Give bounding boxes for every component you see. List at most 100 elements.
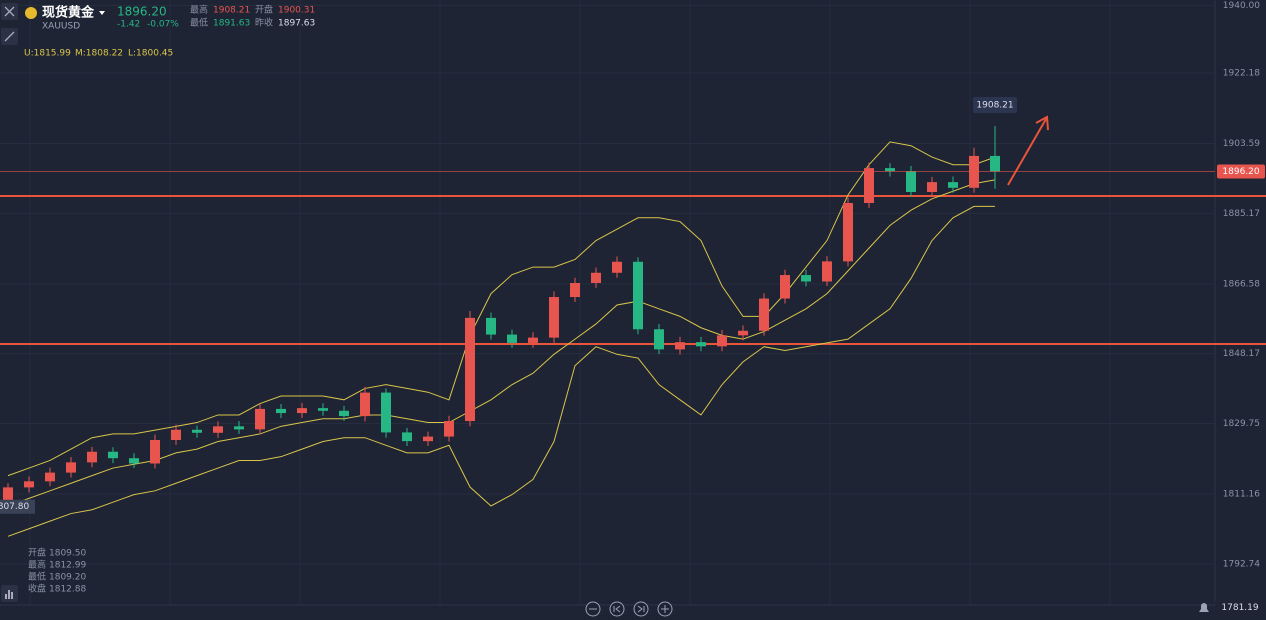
last-price-tag [1217, 164, 1265, 179]
y-tick-label: 1792.74 [1223, 559, 1260, 569]
change: -1.42 [117, 20, 140, 30]
crosshair-bottom-tag [1215, 600, 1263, 615]
gold-icon [25, 7, 37, 19]
last-price-label: 1896.20 [1222, 167, 1259, 177]
crosshair-left-tag [0, 499, 35, 514]
candle-body [360, 392, 370, 417]
info-label: 最低 [28, 571, 46, 583]
zoom-controls [585, 601, 673, 617]
candle-body [24, 481, 34, 488]
scroll-end[interactable] [633, 601, 649, 617]
info-label: 收盘 [28, 583, 46, 595]
indicator-icon [5, 590, 13, 599]
candle-body [87, 451, 97, 463]
candle-body [234, 426, 244, 430]
candle-body [465, 317, 475, 422]
alert-icon[interactable] [1199, 603, 1209, 612]
price: 1896.20 [117, 5, 167, 19]
info-label: 开盘 [28, 547, 46, 559]
candle-body [423, 436, 433, 442]
candle-body [276, 408, 286, 414]
vertical-grid [29, 0, 1111, 605]
crosshair-bottom-label: 1781.19 [1221, 603, 1258, 613]
instrument-name[interactable]: 现货黄金 [42, 5, 95, 21]
info-value: 1812.99 [49, 561, 86, 571]
candle-body [3, 487, 13, 501]
candle-body [192, 429, 202, 433]
high-marker-box [973, 96, 1017, 113]
y-tick-label: 1903.59 [1223, 139, 1260, 149]
candle-body [759, 298, 769, 331]
candle-body [948, 182, 958, 188]
info-value: 1812.88 [49, 585, 86, 595]
stat-label: 最高 [190, 4, 208, 16]
candle-body [255, 408, 265, 430]
candle-body [108, 451, 118, 459]
candle-body [381, 392, 391, 433]
boll-upper: U:1815.99 [24, 49, 71, 59]
candle-body [885, 168, 895, 172]
stat-value: 1891.63 [213, 19, 250, 29]
candle-body [570, 283, 580, 298]
trend-arrow [1007, 115, 1049, 186]
y-tick-label: 1866.58 [1223, 279, 1260, 289]
plot [0, 4, 1266, 565]
candle-body [129, 458, 139, 464]
change-pct: -0.07% [147, 20, 179, 30]
stat-label: 昨收 [255, 17, 273, 29]
stat-label: 最低 [190, 17, 208, 29]
draw-icon [4, 31, 15, 42]
candle-body [738, 330, 748, 336]
candle-body [486, 317, 496, 335]
symbol: XAUUSD [42, 22, 80, 32]
candle-body [801, 275, 811, 282]
candle-body [591, 272, 601, 284]
y-tick-label: 1940.00 [1223, 1, 1260, 11]
candle-body [318, 408, 328, 411]
stat-value: 1908.21 [213, 6, 250, 16]
candle-body [675, 342, 685, 350]
y-tick-label: 1848.17 [1223, 349, 1260, 359]
candle-body [906, 171, 916, 192]
candle-body [654, 329, 664, 350]
candle-body [822, 261, 832, 282]
candle-body [444, 421, 454, 437]
close-icon [4, 6, 15, 17]
stat-value: 1897.63 [278, 19, 315, 29]
y-tick-label: 1922.18 [1223, 68, 1260, 78]
stat-label: 开盘 [255, 4, 273, 16]
candle-body [507, 334, 517, 343]
candle-body [213, 426, 223, 433]
candle-body [843, 202, 853, 262]
candle-body [990, 155, 1000, 172]
y-tick-label: 1885.17 [1223, 209, 1260, 219]
bollinger-band [7, 179, 996, 507]
candle-body [297, 408, 307, 414]
bollinger-band [7, 205, 995, 537]
candle-body [339, 410, 349, 417]
candle-body [45, 472, 55, 482]
stat-value: 1900.31 [278, 6, 315, 16]
scroll-start[interactable] [609, 601, 625, 617]
candle-body [696, 342, 706, 347]
y-tick-label: 1811.16 [1223, 489, 1260, 499]
info-value: 1809.20 [49, 573, 86, 583]
y-tick-label: 1829.75 [1223, 419, 1260, 429]
dropdown-arrow[interactable] [99, 11, 105, 15]
candle-body [612, 261, 622, 273]
candle-body [864, 168, 874, 203]
candle-body [171, 429, 181, 440]
boll-lower: L:1800.45 [128, 49, 173, 59]
candle-body [402, 432, 412, 442]
high-marker-label: 1908.21 [976, 100, 1013, 110]
candle-body [780, 275, 790, 299]
candle-body [927, 182, 937, 192]
candle-body [150, 439, 160, 464]
candle-body [549, 297, 559, 338]
info-label: 最高 [28, 559, 46, 571]
candle-body [717, 335, 727, 347]
candle-body [528, 337, 538, 343]
candle-body [633, 261, 643, 330]
